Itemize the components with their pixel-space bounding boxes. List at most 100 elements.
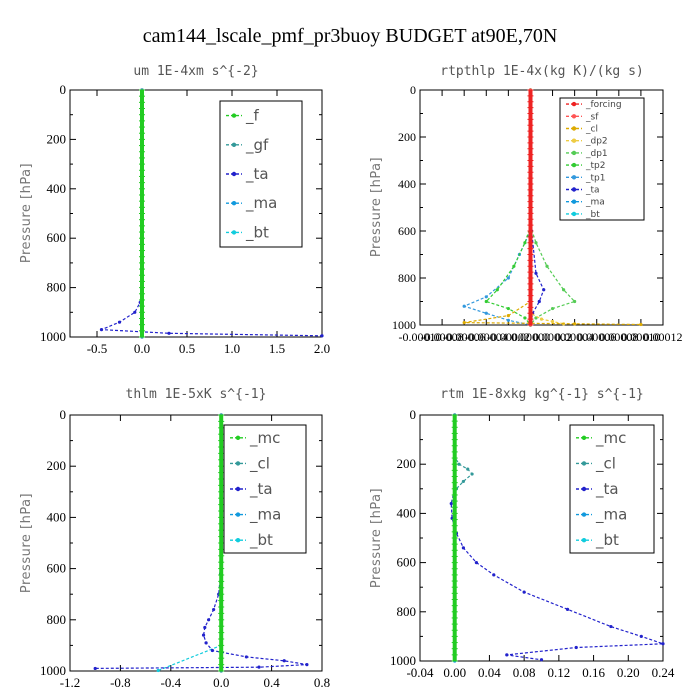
x-tick-label: -0.00002: [487, 330, 530, 344]
series-line-dp2: [529, 90, 564, 325]
series-point: [203, 625, 207, 630]
x-tick-label: 0.0: [134, 341, 150, 356]
x-tick-label: 1.5: [269, 341, 285, 356]
series-point: [561, 288, 566, 292]
y-tick-label: 200: [397, 456, 417, 471]
legend-marker: [235, 435, 241, 440]
x-tick-label: 0.04: [478, 665, 501, 680]
legend-label: _f: [245, 107, 260, 126]
y-tick-label: 400: [398, 177, 416, 191]
y-tick-label: 0: [60, 407, 67, 422]
panel-title: um 1E-4xm s^{-2}: [133, 64, 258, 79]
panel-title: rtm 1E-8xkg kg^{-1} s^{-1}: [440, 387, 644, 402]
legend-marker: [571, 199, 577, 204]
x-tick-label: 0.00: [443, 665, 466, 680]
legend-marker: [235, 486, 241, 492]
series-line-cl: [454, 415, 473, 497]
y-tick-label: 800: [47, 280, 67, 295]
legend-label: _tp1: [585, 173, 605, 183]
legend-marker: [231, 171, 237, 177]
y-tick-label: 0: [410, 83, 416, 97]
legend-marker: [235, 512, 241, 517]
legend-marker: [581, 435, 587, 440]
series-point: [539, 317, 544, 321]
legend-label: _ma: [585, 198, 605, 208]
legend-label: _bt: [245, 223, 269, 242]
legend-label: _bt: [595, 531, 619, 550]
y-tick-label: 0: [410, 407, 417, 422]
x-tick-label: 0.4: [263, 675, 280, 690]
series-point: [550, 306, 555, 311]
series-point: [639, 322, 643, 327]
y-tick-label: 0: [60, 82, 67, 97]
y-tick-label: 200: [47, 131, 67, 146]
x-tick-label: -0.8: [110, 675, 131, 690]
series-point: [449, 501, 453, 506]
series-point: [466, 467, 470, 471]
y-tick-label: 800: [47, 612, 67, 627]
legend-marker: [231, 142, 237, 147]
legend-label: _ma: [595, 506, 627, 525]
series-point: [506, 306, 510, 311]
x-tick-label: 0.00008: [599, 330, 638, 344]
series-point: [506, 318, 510, 322]
series-point: [573, 299, 577, 304]
legend-label: _gf: [245, 136, 269, 155]
series-line-bt: [157, 415, 222, 672]
legend-label: _cl: [249, 454, 270, 473]
panel-title: rtpthlp 1E-4x(kg K)/(kg s): [440, 64, 644, 79]
legend-marker: [571, 175, 577, 180]
series-point: [117, 320, 122, 324]
legend-marker: [231, 230, 237, 235]
y-tick-label: 1000: [40, 329, 66, 344]
y-tick-label: 1000: [390, 653, 416, 668]
legend-label: _forcing: [585, 100, 622, 110]
legend-label: _ma: [245, 194, 277, 213]
legend-label: _cl: [585, 125, 598, 135]
x-tick-label: 0.00006: [577, 330, 616, 344]
series-point: [461, 479, 465, 484]
legend-marker: [581, 538, 587, 543]
series-point: [537, 299, 541, 304]
series-point: [484, 295, 488, 299]
series-point: [506, 314, 510, 318]
y-tick-label: 800: [397, 604, 417, 619]
y-tick-label: 1000: [40, 663, 66, 678]
legend-marker: [571, 211, 577, 217]
x-tick-label: 0.5: [179, 341, 195, 356]
legend-label: _ta: [595, 480, 619, 499]
series-point: [133, 310, 137, 314]
series-point: [156, 668, 160, 673]
y-tick-label: 200: [398, 130, 416, 144]
figure-title: cam144_lscale_pmf_pr3buoy BUDGET at90E,7…: [143, 25, 558, 47]
legend-marker: [581, 486, 587, 492]
legend-label: _sf: [585, 112, 599, 122]
legend-label: _dp2: [585, 137, 608, 147]
x-tick-label: 0.00010: [621, 330, 660, 344]
series-point: [495, 288, 499, 292]
y-axis-label: Pressure [hPa]: [19, 493, 34, 593]
series-point: [470, 472, 474, 476]
y-tick-label: 800: [398, 271, 416, 285]
x-tick-label: 0.20: [617, 665, 640, 680]
series-point: [210, 648, 214, 653]
series-point: [207, 618, 211, 622]
legend-marker: [571, 162, 577, 168]
y-tick-label: 600: [47, 230, 67, 245]
series-point: [93, 666, 97, 671]
series-point: [639, 634, 643, 639]
y-tick-label: 600: [398, 224, 416, 238]
series-point: [257, 665, 261, 669]
series-point: [484, 311, 488, 315]
x-tick-label: -0.00004: [465, 330, 508, 344]
series-point: [542, 288, 546, 292]
x-tick-label: 0.00000: [511, 330, 550, 344]
series-point: [305, 663, 309, 667]
series-point: [204, 641, 208, 645]
x-tick-label: 0.16: [582, 665, 605, 680]
legend-label: _dp1: [585, 149, 608, 159]
series-point: [484, 299, 488, 304]
x-tick-label: 1.0: [224, 341, 240, 356]
legend-marker: [571, 187, 577, 192]
